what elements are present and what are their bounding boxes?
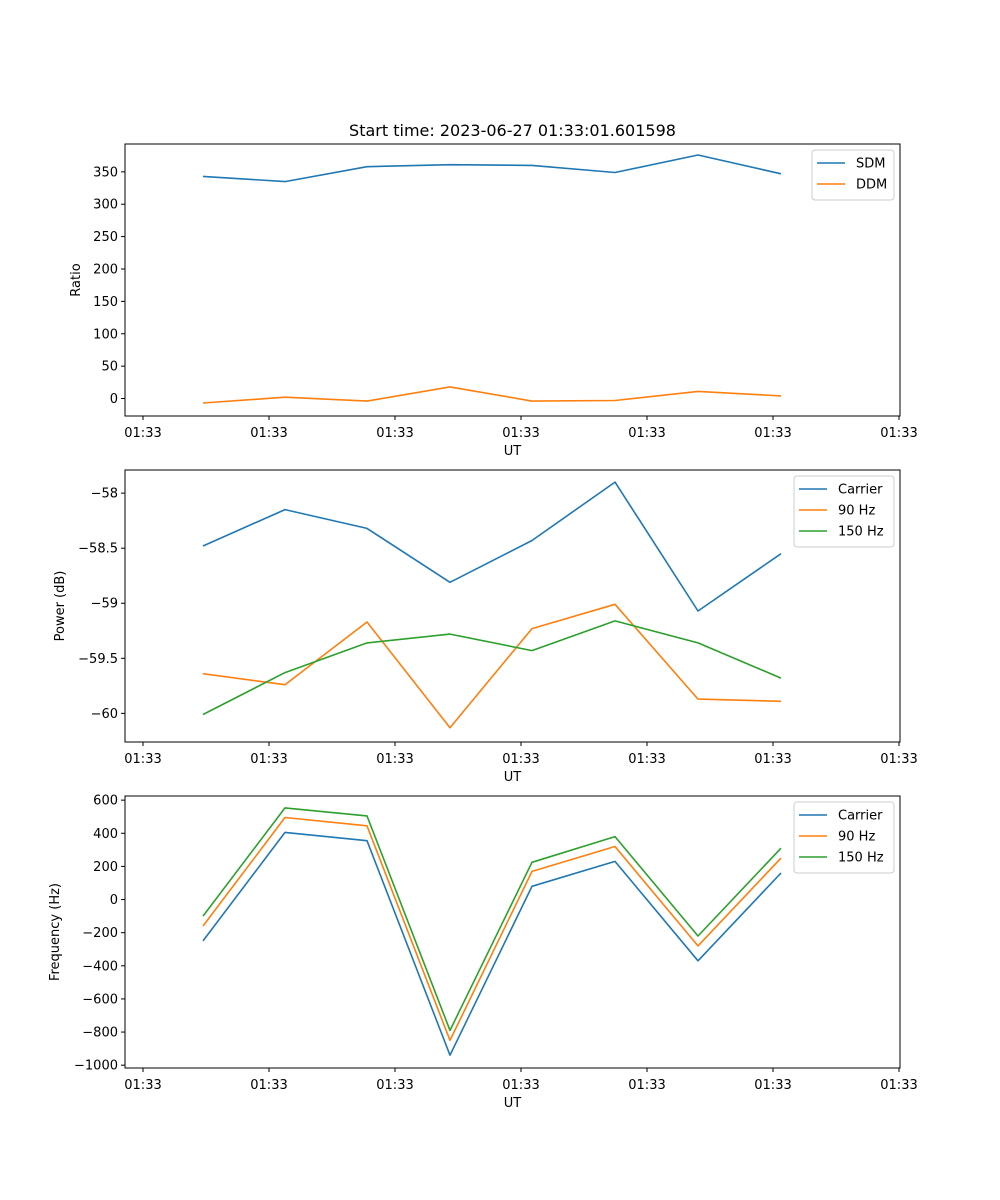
legend: [793, 475, 895, 548]
y-tick-label: −58.5: [78, 542, 118, 557]
y-tick-label: −60: [91, 707, 118, 722]
series-line-carrier: [202, 481, 782, 612]
series-line-sdm: [202, 154, 782, 183]
x-axis-label: UT: [504, 770, 522, 785]
x-tick-label: 01:33: [124, 1078, 161, 1093]
power-panel: 01:33 01:33 01:33 01:33 01:33 01:33 01:33 −60 −5…: [53, 469, 918, 785]
x-tick-label: 01:33: [502, 426, 539, 441]
x-tick-label: 01:33: [754, 752, 791, 767]
x-tick-label: 01:33: [250, 426, 287, 441]
x-tick-label: 01:33: [628, 426, 665, 441]
y-tick-label: 0: [110, 893, 118, 908]
x-tick-label: 01:33: [880, 752, 917, 767]
series-line-ddm: [202, 386, 782, 404]
legend-entry: 150 Hz: [838, 525, 884, 540]
y-tick-label: 150: [93, 295, 118, 310]
x-tick-label: 01:33: [502, 1078, 539, 1093]
ratio-panel: 01:33 01:33 01:33 01:33 01:33 01:33 01:33 0 50 10…: [69, 143, 918, 459]
x-tick-label: 01:33: [376, 752, 413, 767]
y-tick-label: 0: [110, 392, 118, 407]
y-tick-label: 600: [93, 794, 118, 809]
y-tick-label: −800: [82, 1026, 118, 1041]
x-tick-label: 01:33: [880, 1078, 917, 1093]
legend: [793, 801, 895, 874]
x-tick-label: 01:33: [754, 426, 791, 441]
series-line-150-hz: [202, 807, 782, 1032]
x-tick-label: 01:33: [250, 752, 287, 767]
x-tick-label: 01:33: [628, 1078, 665, 1093]
x-tick-label: 01:33: [376, 1078, 413, 1093]
legend-entry: Carrier: [838, 809, 883, 824]
legend-entry: 150 Hz: [838, 851, 884, 866]
axes-frame: [124, 143, 901, 417]
legend-entry: SDM: [856, 157, 885, 172]
y-tick-label: −58: [91, 487, 118, 502]
y-tick-label: −1000: [74, 1059, 118, 1074]
y-tick-label: −59.5: [78, 652, 118, 667]
x-tick-label: 01:33: [124, 426, 161, 441]
y-tick-label: 400: [93, 827, 118, 842]
x-tick-label: 01:33: [124, 752, 161, 767]
y-tick-label: 100: [93, 327, 118, 342]
y-tick-label: 200: [93, 860, 118, 875]
axes-frame: [124, 795, 901, 1069]
y-tick-label: 350: [93, 165, 118, 180]
y-tick-label: −200: [82, 926, 118, 941]
series-line-90-hz: [202, 816, 782, 1042]
legend-entry: DDM: [856, 178, 887, 193]
y-axis-label: Frequency (Hz): [48, 883, 63, 981]
series-line-carrier: [202, 831, 782, 1056]
x-tick-label: 01:33: [628, 752, 665, 767]
x-tick-label: 01:33: [250, 1078, 287, 1093]
series-line-90-hz: [202, 603, 782, 729]
x-tick-label: 01:33: [880, 426, 917, 441]
y-tick-label: −600: [82, 992, 118, 1007]
figure-title: Start time: 2023-06-27 01:33:01.601598: [349, 121, 676, 140]
x-tick-label: 01:33: [502, 752, 539, 767]
x-axis-label: UT: [504, 444, 522, 459]
y-tick-label: 50: [101, 360, 118, 375]
legend-entry: 90 Hz: [838, 504, 875, 519]
y-tick-label: −400: [82, 959, 118, 974]
y-tick-label: 200: [93, 262, 118, 277]
legend-entry: Carrier: [838, 483, 883, 498]
frequency-panel: 01:33 01:33 01:33 01:33 01:33 01:33 01:33 −1000…: [48, 794, 918, 1111]
axes-frame: [124, 469, 901, 743]
series-line-150-hz: [202, 620, 782, 716]
y-axis-label: Ratio: [69, 263, 84, 296]
legend-entry: 90 Hz: [838, 830, 875, 845]
x-tick-label: 01:33: [754, 1078, 791, 1093]
x-axis-label: UT: [504, 1096, 522, 1111]
x-tick-label: 01:33: [376, 426, 413, 441]
y-tick-label: 250: [93, 230, 118, 245]
y-tick-label: 300: [93, 198, 118, 213]
y-tick-label: −59: [91, 597, 118, 612]
y-axis-label: Power (dB): [53, 571, 68, 642]
